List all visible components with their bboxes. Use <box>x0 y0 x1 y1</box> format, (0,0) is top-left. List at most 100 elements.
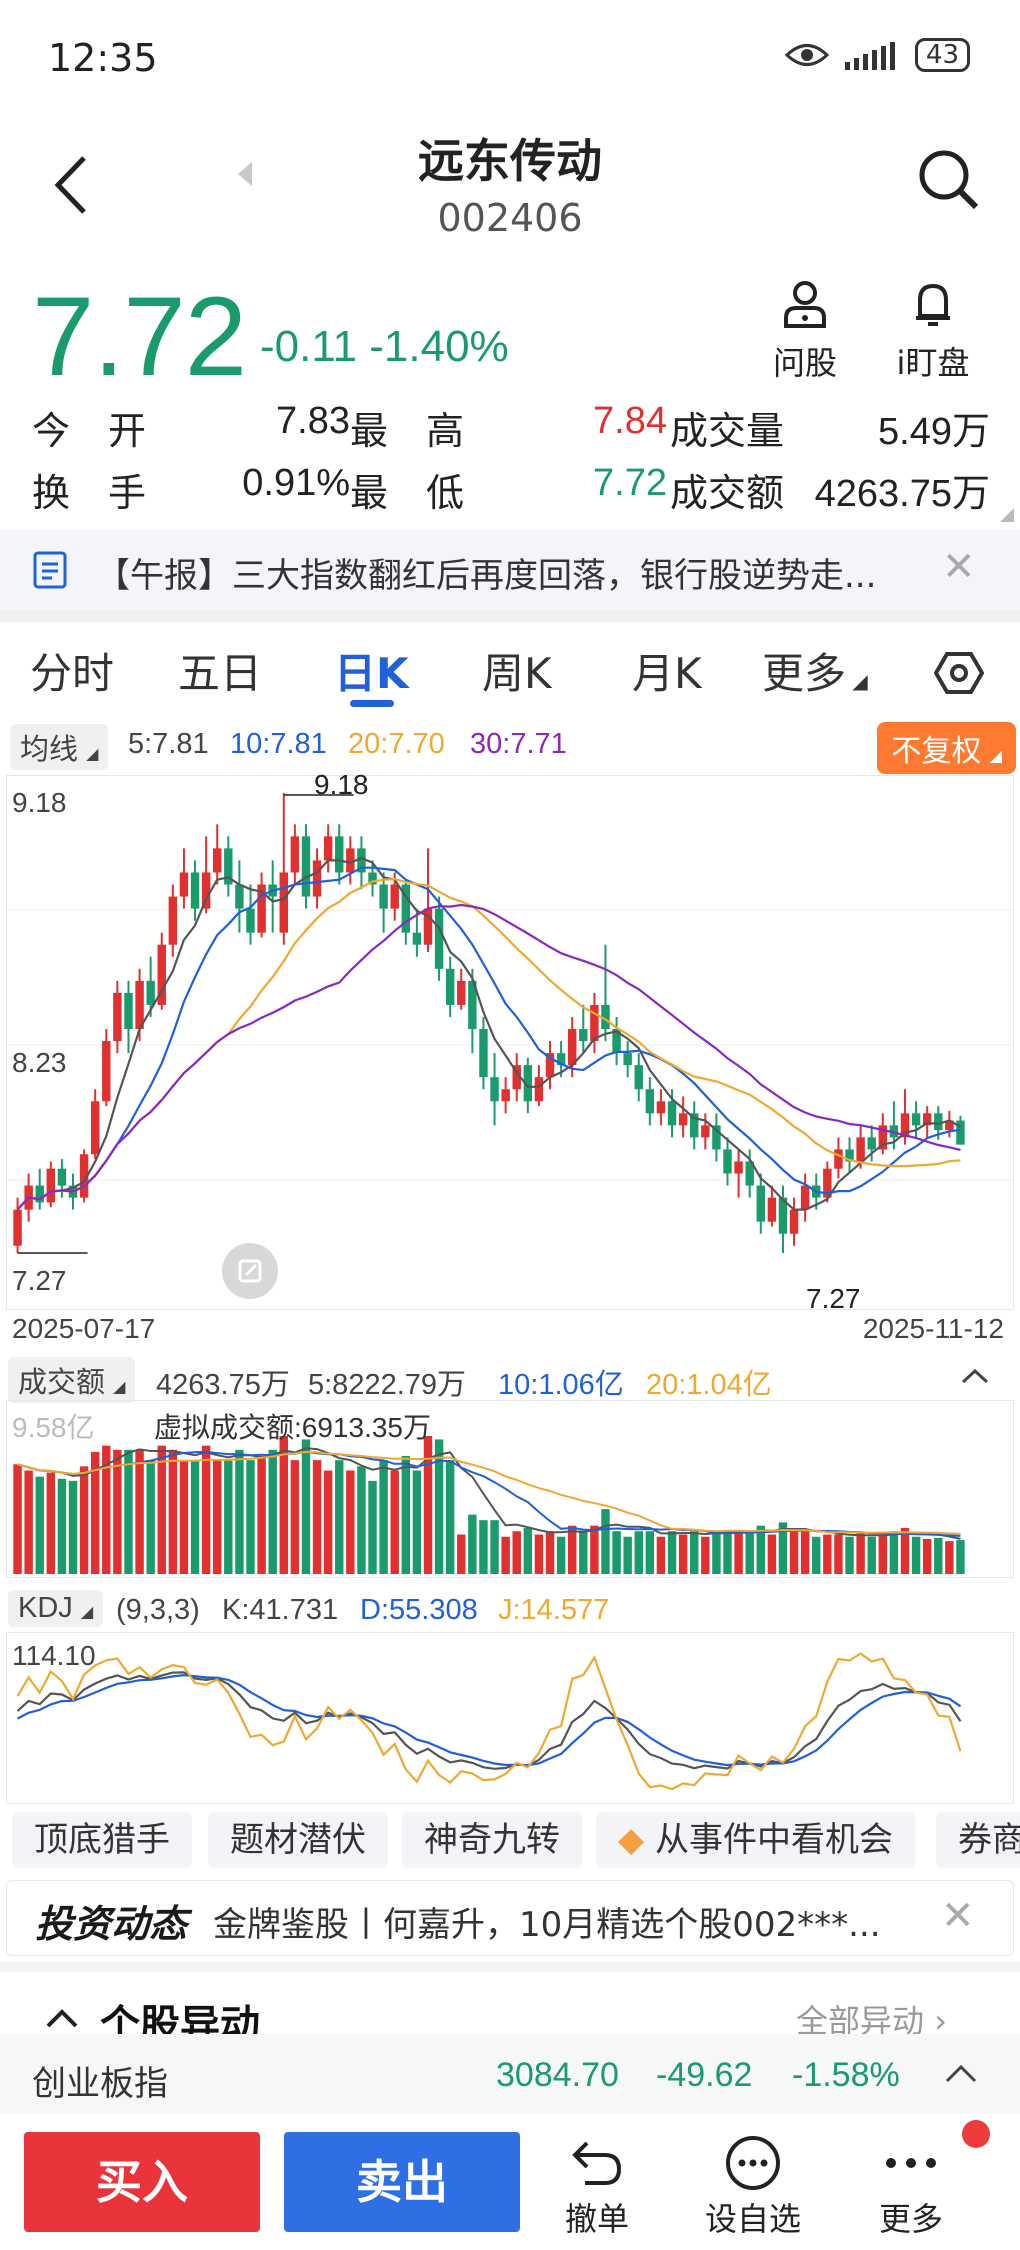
volume-bar <box>900 1527 910 1574</box>
search-icon[interactable] <box>914 145 984 215</box>
turnover-value: 0.91% <box>242 462 350 504</box>
candle <box>102 1029 111 1107</box>
invest-news[interactable]: 投资动态 金牌鉴股丨何嘉升，10月精选个股002***... ✕ <box>6 1880 1014 1956</box>
candle <box>379 872 388 933</box>
expand-corner-icon[interactable] <box>1000 508 1014 522</box>
tab-more[interactable]: 更多 ◢ <box>762 640 868 701</box>
volume-bar <box>678 1534 688 1574</box>
volume-chart[interactable]: 9.58亿 虚拟成交额:6913.35万 <box>6 1400 1014 1578</box>
volume-bar <box>534 1534 544 1574</box>
tab-five-day[interactable]: 五日 <box>178 649 263 698</box>
tool-nine-turn[interactable]: 神奇九转 <box>402 1812 582 1868</box>
y-tick-bottom: 7.27 <box>12 1265 67 1296</box>
volume-bar <box>124 1449 133 1574</box>
tab-intraday[interactable]: 分时 <box>30 649 115 698</box>
news-close-icon[interactable]: ✕ <box>942 544 976 590</box>
ma5-value: 5:7.81 <box>128 728 209 760</box>
candle <box>701 1113 710 1150</box>
volume-bar <box>856 1533 865 1574</box>
candle-body <box>601 1004 610 1030</box>
adjust-label: 不复权 <box>891 735 982 768</box>
adjust-toggle[interactable]: 不复权 ◢ <box>877 722 1016 774</box>
volume-bar <box>246 1460 255 1574</box>
kline-chart[interactable]: 9.18 8.23 7.27 2025-07-17 2025-11-12 9.1… <box>6 769 1014 1344</box>
movers-title: 个股异动 <box>100 2002 260 2034</box>
movers-all-link[interactable]: 全部异动 › <box>796 1996 947 2034</box>
watch-button[interactable]: i盯盘 <box>883 278 983 384</box>
volume-bar <box>434 1439 444 1574</box>
volume-bar <box>922 1538 932 1574</box>
kdj-k: K:41.731 <box>222 1594 339 1626</box>
collapse-chevron-icon[interactable] <box>960 1367 990 1385</box>
volume-bar <box>767 1534 777 1574</box>
buy-button[interactable]: 买入 <box>24 2132 260 2232</box>
ma-legend: 均线 ◢ 5:7.81 10:7.81 20:7.70 30:7.71 不复权 … <box>0 722 1020 774</box>
invest-close-icon[interactable]: ✕ <box>941 1893 975 1939</box>
volume-bar <box>390 1470 399 1574</box>
cancel-order-button[interactable]: 撤单 <box>532 2132 662 2240</box>
volume-toggle[interactable]: 成交额 ◢ <box>8 1357 136 1403</box>
candle <box>179 848 189 909</box>
volume-bar <box>712 1531 721 1574</box>
stock-code: 002406 <box>437 196 583 240</box>
index-percent: -1.58% <box>792 2056 900 2094</box>
ask-stock-button[interactable]: 问股 <box>755 278 855 384</box>
news-ticker[interactable]: 【午报】三大指数翻红后再度回落，银行股逆势走... ✕ <box>0 530 1020 610</box>
tab-daily-k[interactable]: 日K <box>334 649 409 698</box>
volume-bar <box>224 1460 233 1574</box>
expand-up-icon[interactable] <box>944 2062 978 2084</box>
candle <box>434 896 444 981</box>
x-start-date: 2025-07-17 <box>12 1313 156 1344</box>
tool-event-label: 从事件中看机会 <box>654 1820 893 1860</box>
volume-bar <box>800 1531 810 1574</box>
volume-bar <box>257 1456 266 1574</box>
volume-bar <box>778 1522 788 1574</box>
dropdown-triangle-icon: ◢ <box>80 1604 94 1621</box>
low-marker-label: 7.27 <box>806 1283 861 1314</box>
index-bar[interactable]: 创业板指 3084.70 -49.62 -1.58% <box>0 2034 1020 2114</box>
volume-bar <box>179 1460 189 1574</box>
status-bar: 12:35 43 <box>0 0 1020 110</box>
candle <box>279 793 288 945</box>
kdj-toggle[interactable]: KDJ ◢ <box>8 1590 104 1627</box>
kdj-max-label: 114.10 <box>12 1640 96 1671</box>
volume-bar <box>24 1470 33 1574</box>
candle-body <box>335 836 344 873</box>
candle-body <box>756 1185 765 1222</box>
candle <box>567 1016 577 1078</box>
volume-bar <box>845 1536 854 1574</box>
divider <box>0 1962 1020 1972</box>
dropdown-triangle-icon: ◢ <box>113 1379 126 1396</box>
candle <box>323 824 333 873</box>
edit-pencil-icon <box>238 1259 262 1283</box>
expand-chevron-icon[interactable] <box>44 2006 80 2028</box>
tool-event-opportunity[interactable]: ◆ 从事件中看机会 <box>596 1812 915 1868</box>
candle-body <box>323 836 333 861</box>
tab-weekly-k[interactable]: 周K <box>482 649 552 698</box>
candle-body <box>224 848 233 885</box>
add-watchlist-button[interactable]: 设自选 <box>688 2132 818 2240</box>
invest-logo: 投资动态 <box>35 1902 188 1946</box>
more-button[interactable]: 更多 <box>846 2132 976 2240</box>
tab-monthly-k[interactable]: 月K <box>632 649 702 698</box>
volume-bar <box>368 1480 377 1574</box>
candle <box>90 1089 100 1160</box>
kdj-chart[interactable]: 114.10 <box>6 1632 1014 1804</box>
settings-hexagon-icon[interactable] <box>934 648 984 698</box>
back-arrow-icon[interactable] <box>46 150 96 220</box>
tool-top-bottom-hunter[interactable]: 顶底猎手 <box>12 1812 192 1868</box>
candle-body <box>778 1197 788 1234</box>
sell-button[interactable]: 卖出 <box>284 2132 520 2232</box>
candle <box>224 836 233 897</box>
battery-indicator: 43 <box>914 38 970 72</box>
bottom-action-bar: 买入 卖出 撤单 设自选 更多 <box>0 2114 1020 2250</box>
candle <box>590 992 599 1054</box>
chart-zoom-button[interactable] <box>222 1243 278 1299</box>
candle <box>656 1089 666 1126</box>
prev-stock-arrow-icon[interactable] <box>238 162 252 186</box>
tool-broker[interactable]: 券商 <box>936 1812 1020 1868</box>
volume-bar <box>168 1449 178 1574</box>
candle <box>579 1004 588 1054</box>
ma-toggle[interactable]: 均线 ◢ <box>10 724 109 770</box>
tool-theme-latent[interactable]: 题材潜伏 <box>208 1812 388 1868</box>
